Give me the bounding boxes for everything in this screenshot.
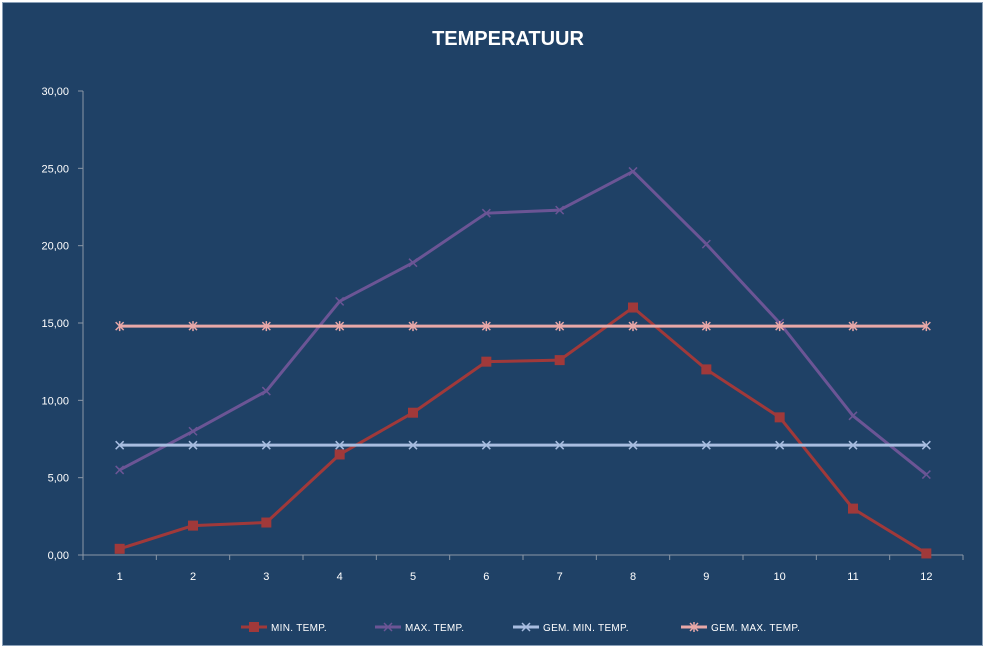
data-point — [554, 355, 565, 366]
data-point — [188, 520, 198, 531]
data-point — [114, 543, 125, 554]
data-point — [921, 548, 932, 559]
y-tick-label: 15,00 — [41, 318, 69, 330]
legend-marker — [249, 622, 259, 632]
data-point — [481, 440, 491, 450]
data-point — [555, 321, 565, 332]
data-point — [188, 426, 198, 436]
y-tick-label: 5,00 — [48, 473, 69, 485]
y-tick-label: 25,00 — [41, 163, 69, 175]
series-4 — [115, 321, 931, 332]
legend-marker — [689, 622, 699, 632]
data-point — [115, 321, 125, 332]
y-tick-label: 20,00 — [41, 241, 69, 253]
axes — [82, 91, 963, 556]
x-tick-label: 1 — [117, 571, 123, 583]
legend-label: MIN. TEMP. — [271, 623, 327, 634]
legend-label: GEM. MAX. TEMP. — [711, 623, 800, 634]
data-point — [335, 296, 345, 306]
data-point — [481, 208, 491, 218]
temperature-line-chart: TEMPERATUUR 0,00 5,00 10,00 15,00 20,00 25,00… — [41, 28, 964, 634]
x-tick-label: 8 — [630, 571, 636, 583]
data-point — [775, 440, 785, 450]
y-axis-ticks: 0,00 5,00 10,00 15,00 20,00 25,00 30,00 — [41, 86, 83, 562]
series-3 — [115, 440, 931, 450]
data-point — [335, 321, 345, 332]
x-tick-label: 3 — [263, 571, 269, 583]
legend-marker — [383, 622, 393, 632]
data-point — [335, 440, 345, 450]
data-point — [628, 302, 638, 313]
x-tick-label: 6 — [483, 571, 489, 583]
data-point — [261, 517, 272, 528]
data-point — [115, 465, 125, 475]
legend-item: MIN. TEMP. — [241, 622, 327, 634]
x-tick-label: 10 — [774, 571, 786, 583]
data-point — [701, 239, 711, 249]
data-point — [775, 321, 785, 332]
data-point — [921, 321, 931, 332]
data-point — [261, 386, 271, 396]
x-axis-ticks: 1 2 3 4 5 6 7 8 9 10 11 12 — [82, 555, 964, 583]
x-tick-label: 2 — [190, 571, 196, 583]
x-tick-label: 9 — [703, 571, 709, 583]
series-line — [118, 169, 928, 476]
data-point — [628, 166, 638, 176]
data-point — [774, 412, 785, 423]
data-point — [701, 440, 711, 450]
data-point — [115, 440, 125, 450]
data-point — [701, 364, 712, 375]
data-point — [188, 321, 198, 332]
x-tick-label: 4 — [337, 571, 343, 583]
x-tick-label: 12 — [920, 571, 932, 583]
legend-marker — [521, 622, 531, 632]
x-tick-label: 5 — [410, 571, 416, 583]
series-layer — [114, 166, 932, 559]
x-tick-label: 7 — [557, 571, 563, 583]
data-point — [921, 470, 931, 480]
data-point — [408, 258, 418, 268]
data-point — [261, 440, 271, 450]
data-point — [628, 440, 638, 450]
data-point — [628, 321, 638, 332]
data-point — [848, 321, 858, 332]
data-point — [701, 321, 711, 332]
data-point — [848, 440, 858, 450]
data-point — [188, 440, 198, 450]
data-point — [334, 449, 345, 460]
legend-item: GEM. MAX. TEMP. — [681, 622, 800, 634]
legend-item: GEM. MIN. TEMP. — [513, 622, 629, 634]
data-point — [481, 321, 491, 332]
y-tick-label: 0,00 — [48, 550, 69, 562]
data-point — [408, 321, 418, 332]
data-point — [261, 321, 271, 332]
series-line — [119, 306, 928, 555]
data-point — [848, 411, 858, 421]
data-point — [481, 356, 492, 367]
series-1 — [114, 302, 932, 559]
legend-item: MAX. TEMP. — [375, 622, 464, 634]
data-point — [555, 440, 565, 450]
data-point — [555, 205, 565, 215]
chart-title: TEMPERATUUR — [432, 28, 584, 50]
series-2 — [115, 166, 931, 480]
data-point — [408, 407, 418, 418]
data-point — [408, 440, 418, 450]
data-point — [921, 440, 931, 450]
x-tick-label: 11 — [847, 571, 858, 583]
legend-label: GEM. MIN. TEMP. — [543, 623, 629, 634]
data-point — [848, 503, 858, 514]
y-tick-label: 10,00 — [41, 395, 69, 407]
legend: MIN. TEMP. MAX. TEMP. GEM. MIN. TEMP. GEM. … — [241, 622, 800, 634]
y-tick-label: 30,00 — [41, 86, 69, 98]
legend-label: MAX. TEMP. — [405, 623, 464, 634]
